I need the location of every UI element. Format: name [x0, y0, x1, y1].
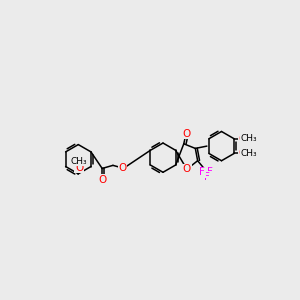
Text: CH₃: CH₃ — [241, 134, 257, 143]
Text: O: O — [118, 163, 126, 173]
Text: O: O — [238, 134, 247, 144]
Text: O: O — [98, 175, 106, 185]
Text: O: O — [238, 148, 247, 158]
Text: O: O — [182, 129, 190, 139]
Text: F: F — [199, 167, 205, 177]
Text: CH₃: CH₃ — [241, 149, 257, 158]
Text: O: O — [183, 164, 191, 174]
Text: F: F — [207, 167, 213, 177]
Text: F: F — [204, 172, 210, 182]
Text: CH₃: CH₃ — [71, 157, 87, 166]
Text: O: O — [75, 163, 83, 173]
